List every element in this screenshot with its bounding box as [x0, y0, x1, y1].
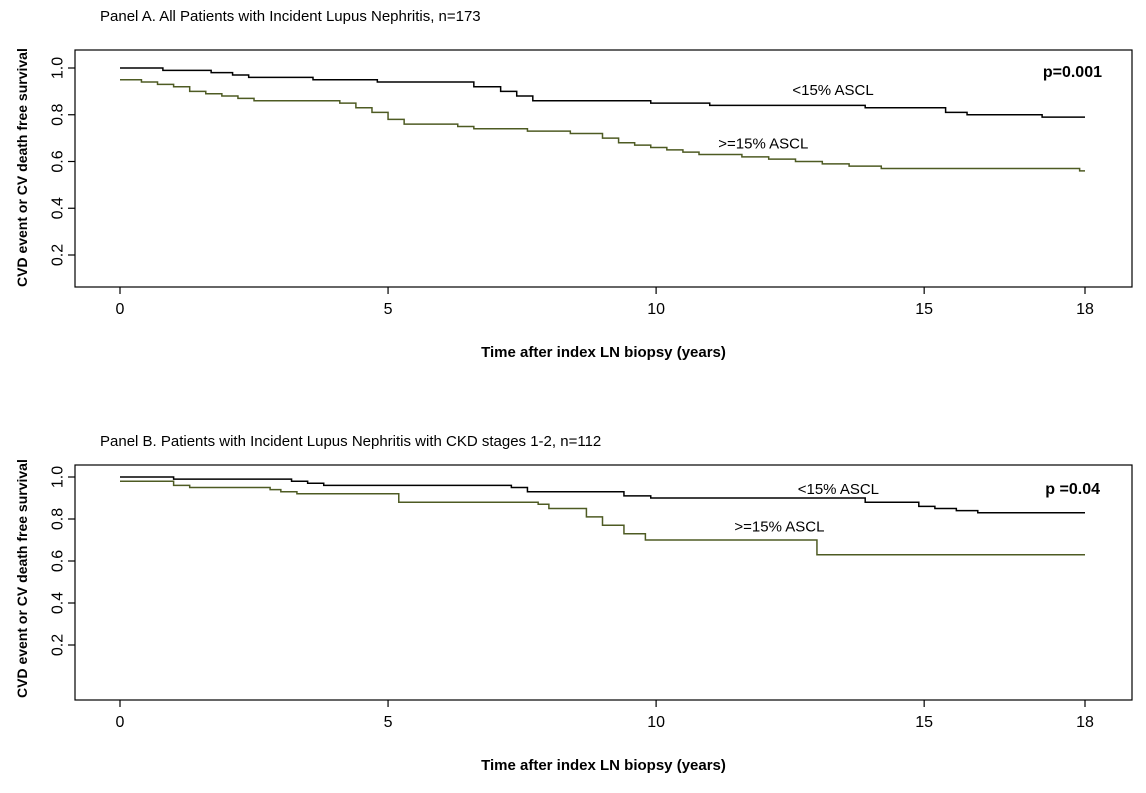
series-label-ge15-ascl: >=15% ASCL	[734, 519, 824, 536]
y-tick-label: 0.6	[50, 150, 67, 172]
y-tick-label: 1.0	[50, 466, 67, 488]
survival-curve-ge15-ascl	[120, 480, 1085, 556]
panel-a-title: Panel A. All Patients with Incident Lupu…	[100, 8, 481, 25]
plot-box	[74, 464, 1133, 701]
panel-a-p-value: p=0.001	[1042, 64, 1102, 81]
x-tick-label: 10	[647, 714, 665, 731]
panel-b-x-axis-label: Time after index LN biopsy (years)	[481, 757, 726, 774]
x-tick-label: 0	[116, 714, 125, 731]
x-tick-label: 5	[384, 301, 393, 318]
x-tick-label: 18	[1076, 714, 1094, 731]
y-tick-label: 0.8	[50, 104, 67, 126]
survival-curve-lt15-ascl	[120, 476, 1085, 514]
x-tick-label: 10	[647, 301, 665, 318]
y-tick-label: 0.4	[50, 197, 67, 219]
series-label-lt15-ascl: <15% ASCL	[798, 481, 879, 498]
x-tick-label: 18	[1076, 301, 1094, 318]
y-tick-label: 0.2	[50, 244, 67, 266]
panel-b-plot-area: 0 5 10 15 18 0.2 0.4 0.6 0.8 1.0 <15% ASCL >=15% AS…	[50, 464, 1133, 731]
x-tick-label: 15	[915, 714, 933, 731]
y-tick-label: 0.8	[50, 508, 67, 530]
panel-a-plot-area: 0 5 10 15 18 0.2 0.4 0.6 0.8 1.0 <15% ASCL >=15% AS…	[50, 49, 1133, 318]
series-label-ge15-ascl: >=15% ASCL	[718, 136, 808, 153]
panel-a-x-axis-label: Time after index LN biopsy (years)	[481, 344, 726, 361]
x-tick-label: 15	[915, 301, 933, 318]
y-tick-label: 0.6	[50, 550, 67, 572]
panel-a: Panel A. All Patients with Incident Lupu…	[14, 8, 1133, 361]
survival-curve-lt15-ascl	[120, 67, 1085, 118]
panel-b-title: Panel B. Patients with Incident Lupus Ne…	[100, 433, 602, 450]
y-tick-label: 1.0	[50, 57, 67, 79]
x-tick-label: 0	[116, 301, 125, 318]
panel-b: Panel B. Patients with Incident Lupus Ne…	[0, 397, 1146, 793]
survival-curve-ge15-ascl	[120, 78, 1085, 172]
series-label-lt15-ascl: <15% ASCL	[792, 82, 873, 99]
y-tick-label: 0.4	[50, 592, 67, 614]
panel-b-p-value: p =0.04	[1045, 481, 1100, 498]
x-tick-label: 5	[384, 714, 393, 731]
y-tick-label: 0.2	[50, 634, 67, 656]
plot-box	[74, 49, 1133, 288]
